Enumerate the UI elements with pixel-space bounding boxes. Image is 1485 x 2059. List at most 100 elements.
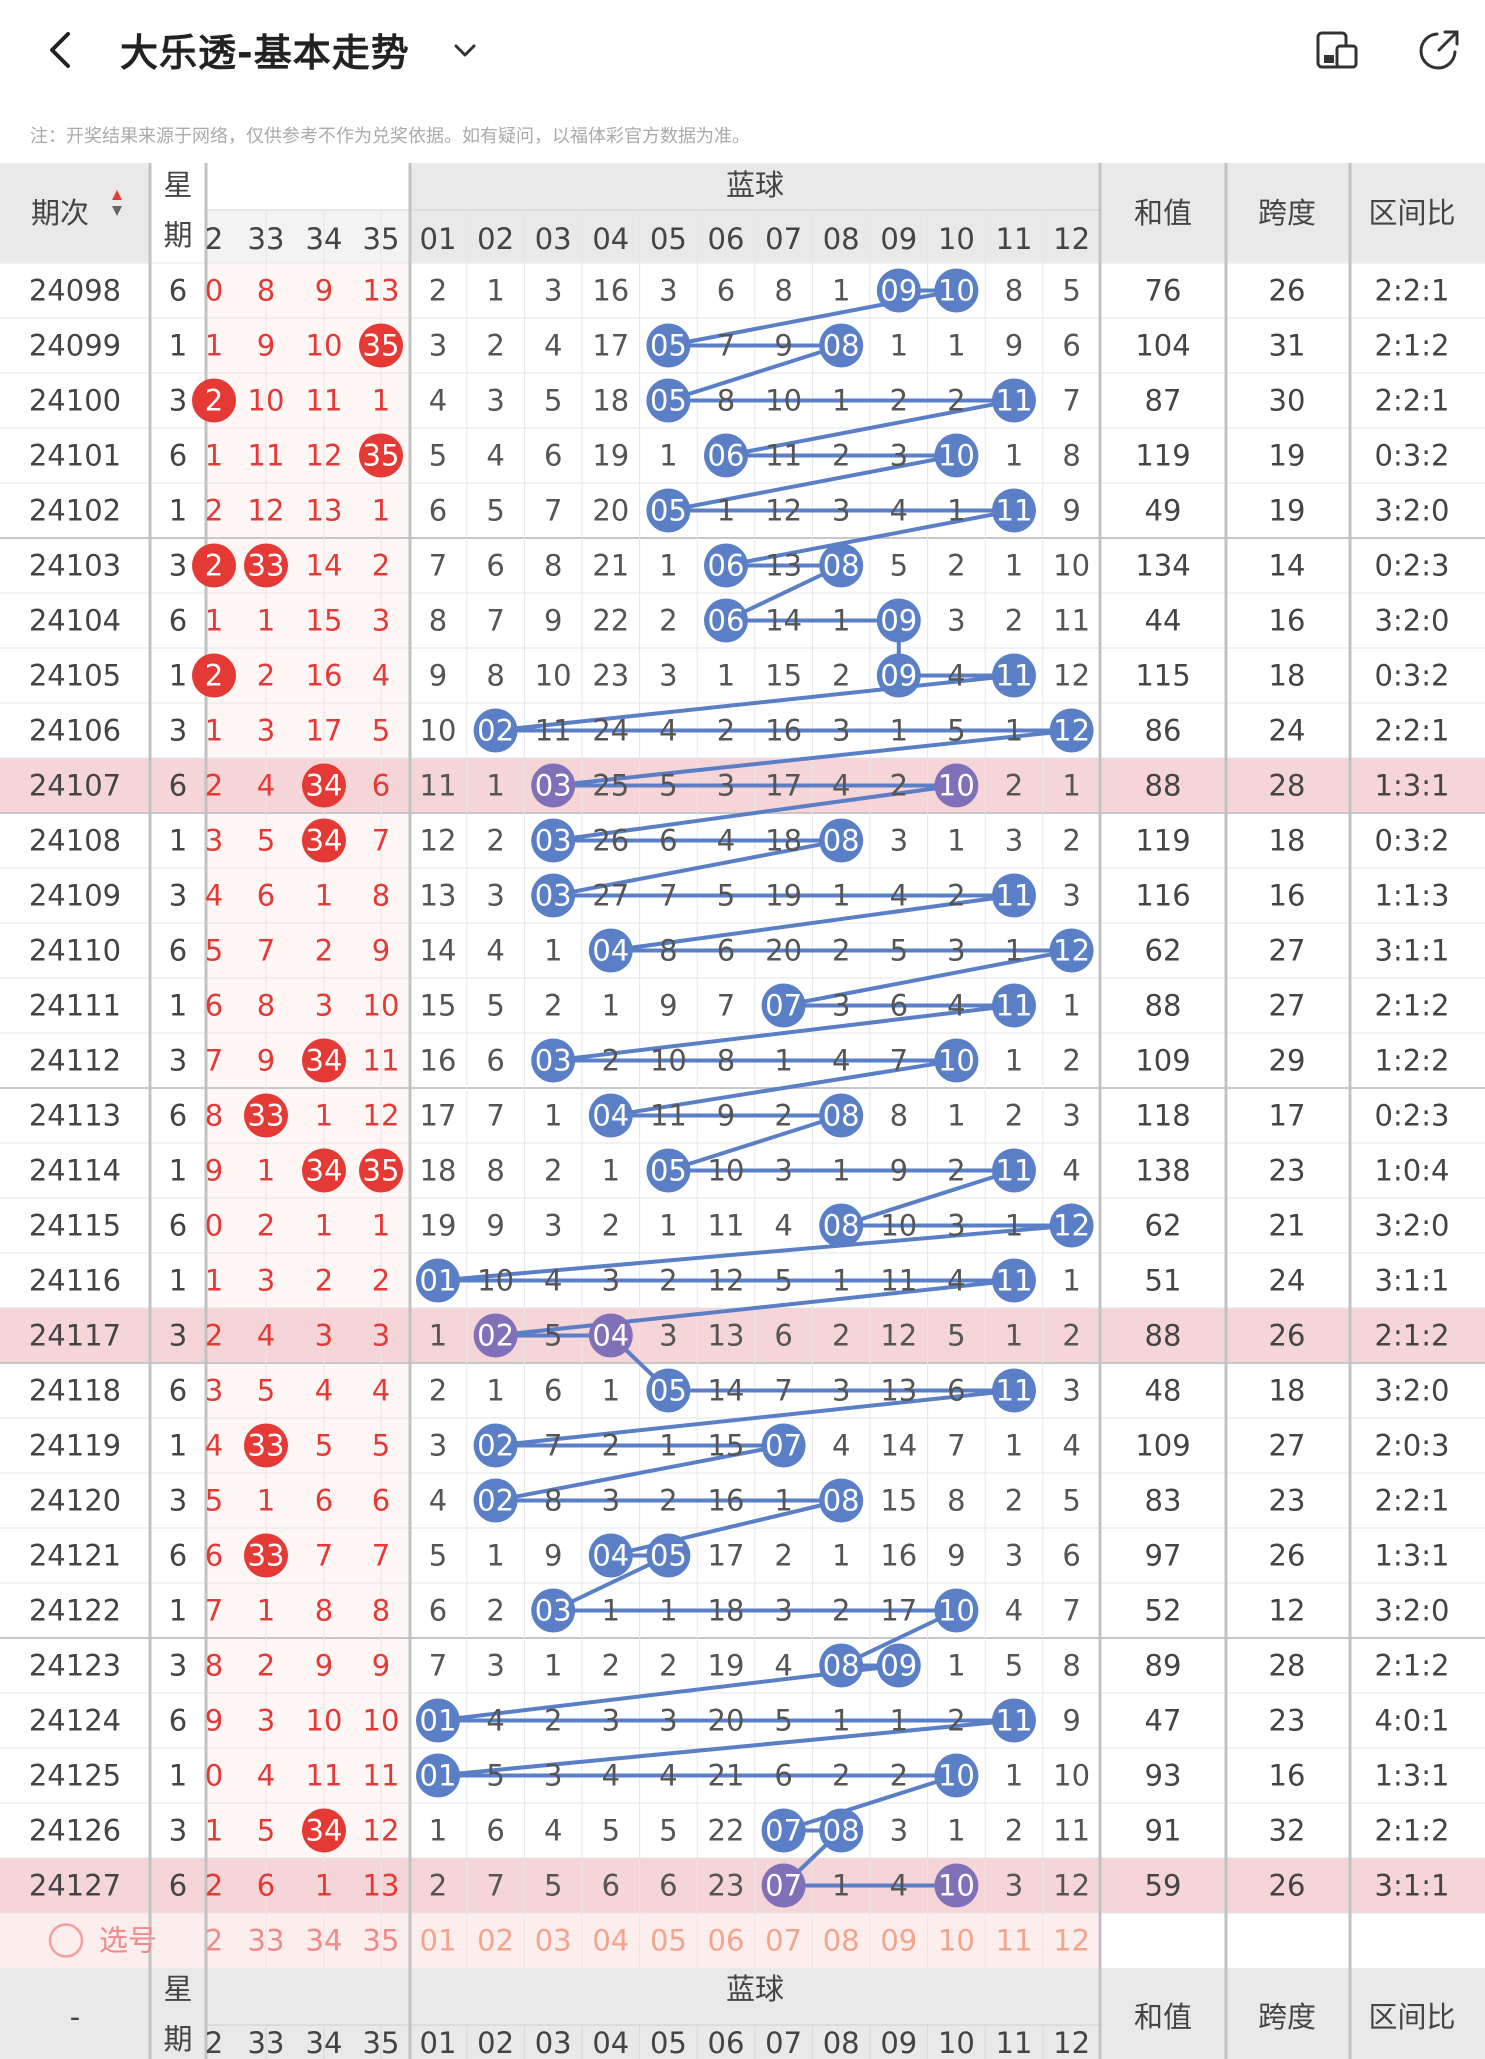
blue-miss-count: 4 [544,1264,562,1298]
week-cell: 6 [169,274,187,308]
red-miss-count: 2 [257,1649,275,1683]
blue-miss-count: 17 [708,1539,745,1573]
select-radio-icon[interactable] [48,1923,84,1958]
sum-cell: 119 [1135,824,1190,858]
blue-miss-count: 9 [890,1154,908,1188]
blue-miss-count: 2 [544,989,562,1023]
blue-miss-count: 8 [486,659,504,693]
blue-miss-count: 1 [486,769,504,803]
select-blue-number[interactable]: 03 [535,1924,572,1958]
select-blue-number[interactable]: 04 [592,1924,629,1958]
blue-ball [761,983,806,1028]
week-cell: 6 [169,769,187,803]
red-miss-count: 8 [257,274,275,308]
select-label[interactable]: 选号 [99,1924,157,1958]
blue-miss-count: 3 [1005,1869,1023,1903]
blue-miss-count: 8 [659,934,677,968]
blue-miss-count: 1 [486,1374,504,1408]
blue-miss-count: 2 [1062,824,1080,858]
select-red-number[interactable]: 2 [205,1924,223,1958]
select-red-number[interactable]: 34 [306,1924,343,1958]
blue-ball [934,1753,979,1798]
blue-miss-count: 1 [429,1814,447,1848]
select-blue-number[interactable]: 06 [708,1924,745,1958]
select-blue-number[interactable]: 11 [996,1924,1033,1958]
blue-miss-count: 3 [832,714,850,748]
blue-ball [704,433,748,478]
select-red-number[interactable]: 33 [248,1924,285,1958]
select-blue-number[interactable]: 01 [420,1924,457,1958]
sum-cell: 83 [1145,1484,1182,1518]
red-ball-number: 34 [306,1154,343,1188]
red-miss-count: 0 [205,1209,223,1243]
select-blue-number[interactable]: 07 [765,1924,802,1958]
share-icon[interactable] [1415,26,1463,74]
blue-miss-count: 8 [544,1484,562,1518]
red-miss-count: 1 [257,1484,275,1518]
span-cell: 23 [1269,1484,1306,1518]
blue-ball-number: 09 [880,604,917,638]
blue-miss-count: 2 [602,1649,620,1683]
span-cell: 21 [1269,1209,1306,1243]
span-cell: 19 [1269,439,1306,473]
blue-miss-count: 3 [486,384,504,418]
blue-miss-count: 2 [947,549,965,583]
select-blue-number[interactable]: 05 [650,1924,687,1958]
sum-cell: 86 [1145,714,1182,748]
period-header: 期次 [31,196,89,230]
span-cell: 16 [1269,604,1306,638]
ratio-cell: 3:1:1 [1375,934,1450,968]
chevron-down-icon[interactable] [448,34,482,68]
page-title[interactable]: 大乐透-基本走势 [120,31,410,75]
blue-miss-count: 3 [544,1209,562,1243]
layout-toggle-icon[interactable] [1313,26,1361,74]
blue-miss-count: 1 [947,494,965,528]
week-cell: 6 [169,1099,187,1133]
ratio-cell: 3:1:1 [1375,1869,1450,1903]
blue-ball [473,1423,518,1468]
period-cell: 24106 [29,714,121,748]
select-blue-number[interactable]: 08 [823,1924,860,1958]
period-cell: 24116 [29,1264,121,1298]
blue-miss-count: 20 [592,494,629,528]
week-cell: 1 [169,1429,187,1463]
red-miss-count: 2 [205,1319,223,1353]
back-icon[interactable] [40,28,84,72]
blue-miss-count: 19 [420,1209,457,1243]
blue-miss-count: 7 [717,989,735,1023]
blue-miss-count: 3 [832,494,850,528]
red-miss-count: 11 [306,1759,343,1793]
blue-miss-count: 3 [774,1154,792,1188]
blue-miss-count: 4 [774,1209,792,1243]
blue-miss-count: 16 [880,1539,917,1573]
span-cell: 29 [1269,1044,1306,1078]
red-ball [192,378,236,423]
blue-ball [876,653,921,698]
select-blue-number[interactable]: 09 [880,1924,917,1958]
blue-miss-count: 5 [602,1814,620,1848]
select-blue-number[interactable]: 10 [938,1924,975,1958]
red-miss-count: 9 [205,1154,223,1188]
blue-miss-count: 21 [708,1759,745,1793]
blue-miss-count: 4 [659,1759,677,1793]
red-miss-count: 10 [363,989,400,1023]
blue-ball-number: 03 [535,769,572,803]
blue-ball-number: 08 [823,824,860,858]
select-red-number[interactable]: 35 [363,1924,400,1958]
red-ball [302,1148,346,1193]
week-header: 星 [163,1972,192,2006]
blue-miss-count: 5 [1062,1484,1080,1518]
week-cell: 6 [169,1539,187,1573]
red-miss-count: 4 [205,879,223,913]
blue-miss-count: 7 [890,1044,908,1078]
blue-ball [646,1148,691,1193]
blue-miss-count: 9 [486,1209,504,1243]
select-blue-number[interactable]: 12 [1053,1924,1090,1958]
blue-miss-count: 4 [659,714,677,748]
blue-miss-count: 1 [832,274,850,308]
blue-miss-count: 1 [832,384,850,418]
select-blue-number[interactable]: 02 [477,1924,514,1958]
blue-col-header: 01 [420,2026,457,2059]
blue-miss-count: 18 [708,1594,745,1628]
blue-ball [588,1093,633,1138]
